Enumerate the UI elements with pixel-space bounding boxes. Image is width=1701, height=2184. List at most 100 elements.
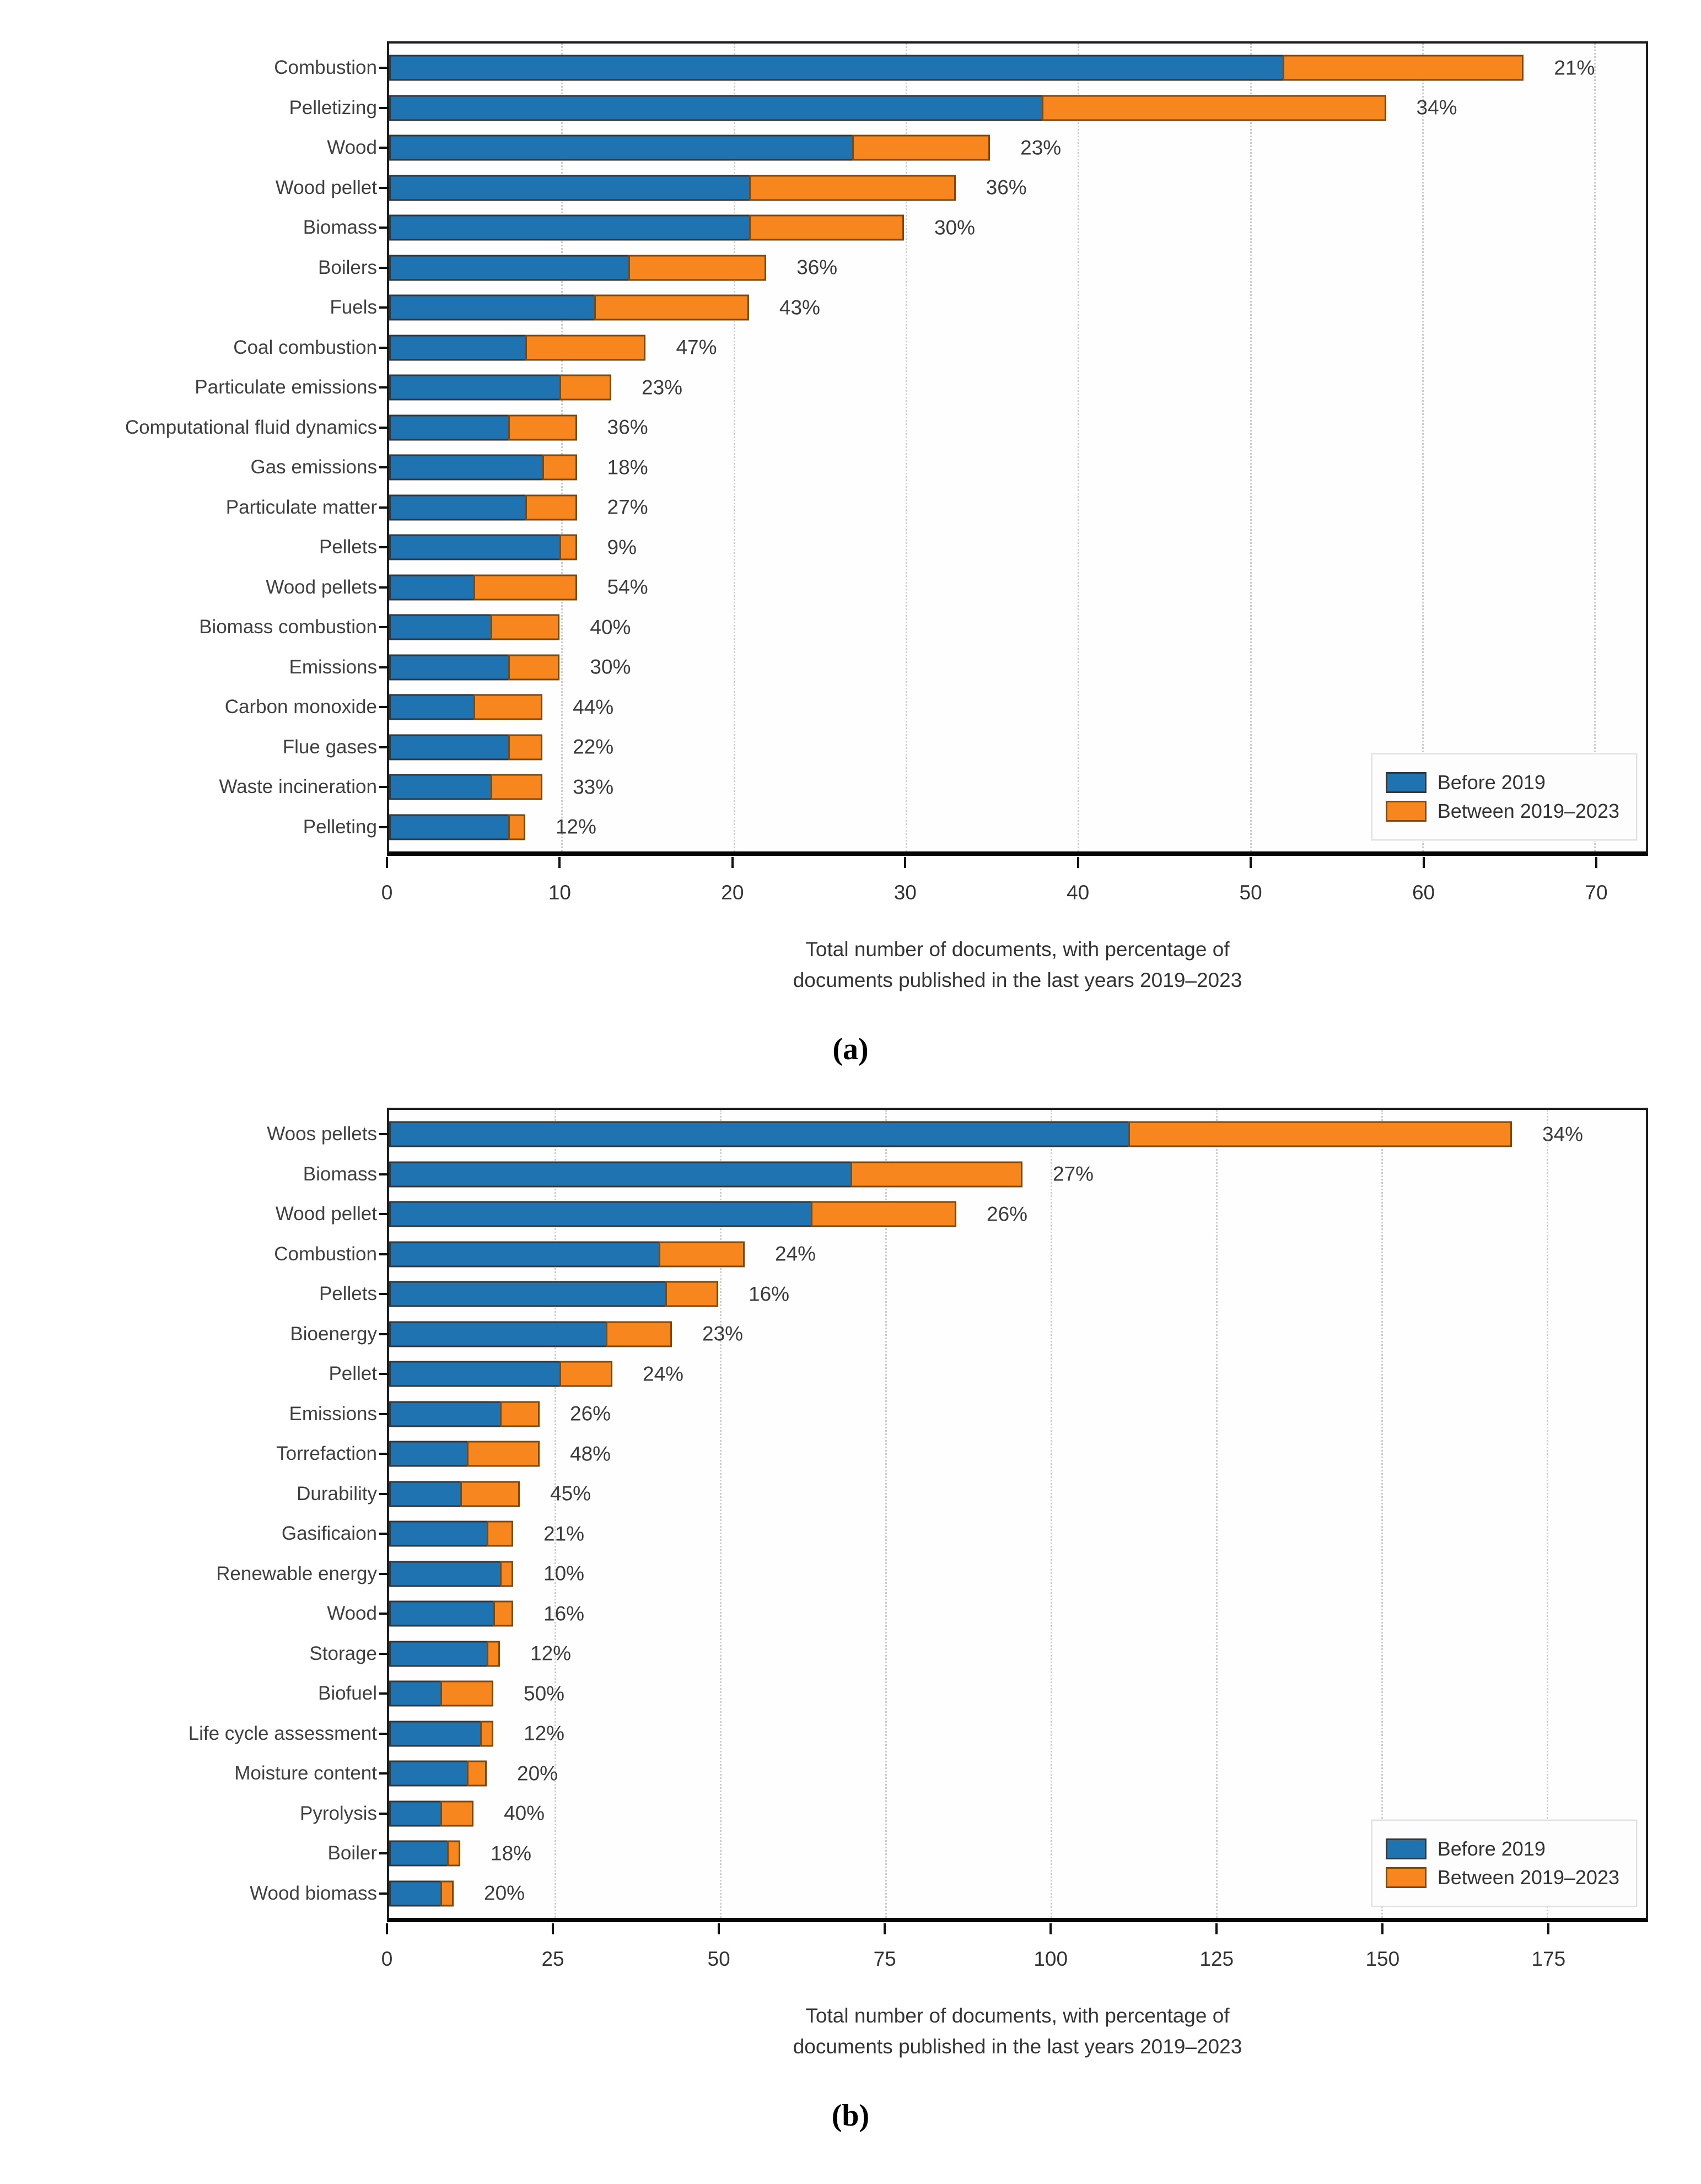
- x-tick-label: 20: [721, 881, 744, 904]
- percent-label: 24%: [775, 1242, 816, 1265]
- bar-segment-before-2019: [389, 175, 751, 201]
- percent-label: 12%: [530, 1642, 572, 1665]
- table-row: Storage 12%: [309, 1634, 1646, 1674]
- x-tick-label: 0: [381, 1948, 393, 1970]
- stacked-bar: 26%: [389, 1401, 611, 1427]
- x-axis-tick: [1381, 1923, 1384, 1934]
- x-axis-tick: [1595, 857, 1597, 868]
- bar-segment-2019-2023: [487, 1520, 513, 1547]
- category-label: Coal combustion: [233, 336, 377, 358]
- y-axis-tick: [379, 1213, 389, 1216]
- x-axis-tick: [386, 857, 388, 868]
- category-label: Boiler: [327, 1842, 377, 1864]
- y-axis-tick: [379, 626, 389, 629]
- bar-segment-before-2019: [389, 1840, 449, 1867]
- percent-label: 34%: [1542, 1123, 1584, 1146]
- legend: Before 2019 Between 2019–2023: [1371, 1820, 1637, 1907]
- stacked-bar: 18%: [389, 454, 648, 481]
- x-axis: 0 10 20 30 40 50 60 70: [381, 856, 1648, 922]
- x-tick-label: 100: [1033, 1948, 1068, 1970]
- stacked-bar: 23%: [389, 374, 682, 401]
- y-axis-tick: [379, 1293, 389, 1296]
- percent-label: 47%: [676, 336, 717, 359]
- gridline: [885, 1110, 887, 1918]
- legend: Before 2019 Between 2019–2023: [1371, 753, 1637, 840]
- bar-segment-before-2019: [389, 55, 1285, 81]
- x-axis-title-line: documents published in the last years 20…: [793, 2035, 1242, 2058]
- percent-label: 36%: [796, 256, 838, 279]
- stacked-bar: 27%: [389, 1161, 1094, 1188]
- stacked-bar: 24%: [389, 1241, 816, 1268]
- y-axis-tick: [379, 1173, 389, 1175]
- y-axis-tick: [379, 1613, 389, 1615]
- percent-label: 26%: [570, 1402, 611, 1425]
- y-axis-tick: [379, 306, 389, 309]
- percent-label: 40%: [590, 616, 631, 639]
- bar-segment-2019-2023: [508, 814, 525, 840]
- stacked-bar: 36%: [389, 414, 648, 441]
- x-tick-label: 50: [707, 1948, 730, 1970]
- x-axis-tick: [884, 1923, 886, 1934]
- bar-segment-2019-2023: [749, 214, 904, 241]
- category-label: Moisture content: [234, 1762, 377, 1784]
- bar-segment-before-2019: [389, 1241, 660, 1268]
- y-axis-tick: [379, 1453, 389, 1455]
- percent-label: 21%: [1554, 56, 1595, 79]
- table-row: Biofuel 50%: [318, 1674, 1646, 1714]
- y-axis-tick: [379, 147, 389, 149]
- bar-segment-before-2019: [389, 1121, 1130, 1147]
- table-row: Pellets 9%: [319, 527, 1646, 568]
- y-axis-tick: [379, 1533, 389, 1535]
- category-label: Emissions: [289, 1403, 377, 1425]
- stacked-bar: 30%: [389, 654, 631, 681]
- stacked-bar: 12%: [389, 1641, 571, 1667]
- y-axis-tick: [379, 1253, 389, 1255]
- table-row: Waste incineration 33%: [219, 767, 1646, 807]
- x-tick-label: 150: [1365, 1948, 1400, 1970]
- category-label: Wood biomass: [250, 1882, 377, 1904]
- bar-segment-before-2019: [389, 1760, 469, 1787]
- bar-segment-before-2019: [389, 95, 1043, 121]
- stacked-bar: 33%: [389, 774, 613, 800]
- table-row: Particulate emissions 23%: [195, 368, 1646, 408]
- category-label: Gas emissions: [250, 456, 377, 478]
- stacked-bar: 24%: [389, 1361, 683, 1387]
- y-axis-tick: [379, 546, 389, 549]
- category-label: Biomass: [303, 1163, 377, 1185]
- bar-segment-before-2019: [389, 1520, 488, 1547]
- stacked-bar: 20%: [389, 1880, 525, 1907]
- table-row: Particulate matter 27%: [226, 488, 1646, 528]
- y-axis-tick: [379, 1572, 389, 1575]
- x-axis-tick: [1547, 1923, 1550, 1934]
- x-axis-title-line: Total number of documents, with percenta…: [805, 938, 1230, 961]
- bar-segment-before-2019: [389, 1880, 442, 1907]
- caption-a: (a): [832, 1032, 869, 1066]
- percent-label: 40%: [504, 1802, 545, 1825]
- y-axis-tick: [379, 1333, 389, 1335]
- y-axis-tick: [379, 786, 389, 789]
- category-label: Wood pellet: [275, 176, 377, 198]
- table-row: Fuels 43%: [330, 288, 1646, 328]
- x-tick-label: 25: [541, 1948, 564, 1970]
- table-row: Wood biomass 20%: [250, 1874, 1646, 1914]
- chart-panel-b: Woos pellets 34% Biomass 27% Wood pellet 26% C…: [0, 1108, 1701, 2069]
- category-label: Renewable energy: [216, 1562, 377, 1584]
- x-axis-tick: [1250, 857, 1252, 868]
- x-tick-label: 175: [1531, 1948, 1566, 1970]
- y-axis-tick: [379, 1692, 389, 1695]
- percent-label: 36%: [607, 416, 648, 439]
- stacked-bar: 36%: [389, 255, 837, 281]
- percent-label: 36%: [986, 176, 1027, 199]
- x-axis-tick: [1422, 857, 1425, 868]
- percent-label: 21%: [543, 1522, 585, 1545]
- percent-label: 24%: [643, 1362, 684, 1385]
- x-tick-label: 10: [548, 881, 571, 904]
- percent-label: 27%: [1053, 1162, 1094, 1185]
- y-axis-tick: [379, 186, 389, 189]
- y-axis-tick: [379, 1373, 389, 1376]
- percent-label: 18%: [491, 1842, 532, 1865]
- x-axis-tick: [386, 1923, 388, 1934]
- y-axis-tick: [379, 586, 389, 589]
- y-axis-tick: [379, 666, 389, 668]
- x-axis-tick: [718, 1923, 720, 1934]
